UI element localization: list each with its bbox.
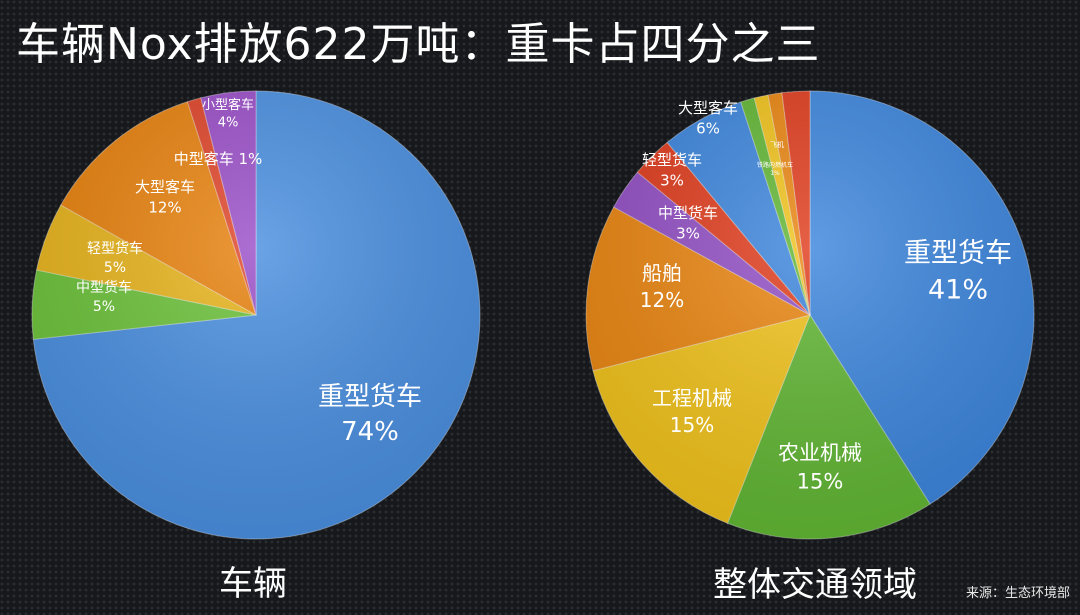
- slice-label: 小型客车 4%: [202, 97, 254, 131]
- slice-label: 轻型货车 5%: [87, 240, 143, 276]
- slice-label: 铁路内燃机车 1%: [757, 161, 793, 177]
- pie-chart-transport-total: 重型货车 41% 农业机械 15% 工程机械 15% 船舶 12% 中型货车 3% 轻型货车 3% 大型…: [585, 90, 1035, 540]
- slice-label: 船舶 12%: [640, 261, 684, 312]
- slice-label: 中型货车 3%: [658, 204, 718, 242]
- pie-gloss: [32, 91, 480, 539]
- chart-caption-vehicles: 车辆: [219, 564, 287, 604]
- slice-label: 轻型货车 3%: [642, 151, 702, 189]
- slice-label: 重型货车 41%: [904, 238, 1012, 306]
- slice-label: 大型客车 12%: [135, 178, 195, 216]
- chart-caption-transport: 整体交通领域: [713, 565, 917, 605]
- slice-label: 中型货车 5%: [76, 279, 132, 315]
- slice-label: 农业机械 15%: [778, 441, 862, 493]
- source-note: 来源：生态环境部: [965, 586, 1070, 601]
- slice-label: 中型客车 1%: [174, 150, 263, 168]
- slide-title: 车辆Nox排放622万吨：重卡占四分之三: [16, 19, 821, 70]
- slice-label: 工程机械 15%: [652, 386, 732, 437]
- slice-label: 重型货车 74%: [318, 382, 422, 447]
- pie-chart-vehicles: 重型货车 74% 中型货车 5%轻型货车 5% 大型客车 12% 中型客车 1% 小型客车 4%: [31, 90, 481, 540]
- slice-label: 飞机: [770, 140, 784, 149]
- slice-label: 大型客车 6%: [678, 99, 738, 137]
- pie-gloss: [586, 91, 1034, 539]
